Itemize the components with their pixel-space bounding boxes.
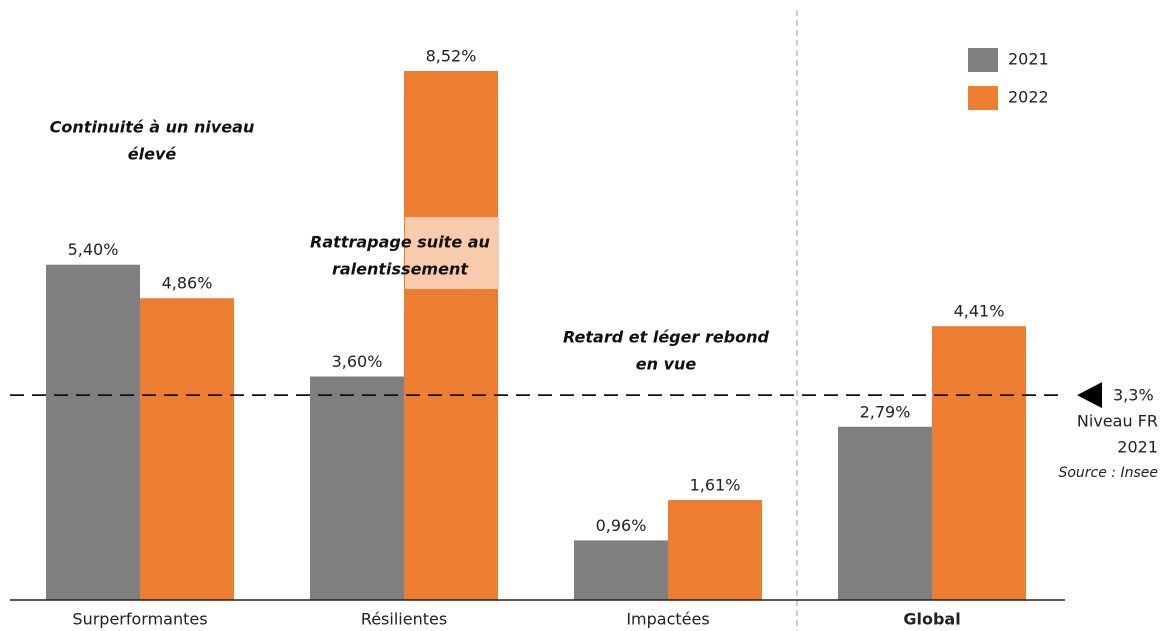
highlight-band bbox=[405, 217, 499, 289]
annotation: Continuité à un niveau bbox=[50, 118, 255, 137]
bar bbox=[574, 540, 668, 600]
bar bbox=[310, 376, 404, 600]
annotation: en vue bbox=[636, 355, 697, 374]
bar bbox=[668, 500, 762, 600]
value-label: 0,96% bbox=[596, 516, 647, 535]
x-tick-label: Global bbox=[903, 610, 960, 629]
reference-label: 3,3% bbox=[1113, 386, 1154, 405]
annotation: ralentissement bbox=[332, 260, 469, 279]
value-label: 3,60% bbox=[332, 352, 383, 371]
value-label: 1,61% bbox=[690, 476, 741, 495]
value-label: 2,79% bbox=[860, 402, 911, 421]
legend-label: 2021 bbox=[1008, 50, 1049, 69]
annotation: Retard et léger rebond bbox=[563, 328, 769, 347]
reference-text: 2021 bbox=[1117, 438, 1158, 457]
value-label: 5,40% bbox=[68, 240, 119, 259]
reference-source: Source : Insee bbox=[1058, 465, 1158, 481]
bar bbox=[46, 264, 140, 600]
reference-text: Niveau FR bbox=[1077, 412, 1158, 431]
value-label: 4,86% bbox=[162, 274, 213, 293]
annotation: élevé bbox=[128, 145, 177, 164]
bar bbox=[932, 326, 1026, 600]
bar bbox=[404, 71, 498, 600]
bar bbox=[140, 298, 234, 600]
x-tick-label: Résilientes bbox=[361, 610, 447, 629]
reference-marker bbox=[1077, 382, 1102, 409]
value-label: 4,41% bbox=[954, 302, 1005, 321]
annotation: Rattrapage suite au bbox=[310, 233, 490, 252]
x-tick-label: Impactées bbox=[626, 610, 709, 629]
value-label: 8,52% bbox=[426, 47, 477, 66]
x-tick-label: Surperformantes bbox=[72, 610, 207, 629]
legend-swatch bbox=[968, 48, 998, 72]
bar bbox=[838, 426, 932, 600]
legend-label: 2022 bbox=[1008, 88, 1049, 107]
legend-swatch bbox=[968, 86, 998, 110]
